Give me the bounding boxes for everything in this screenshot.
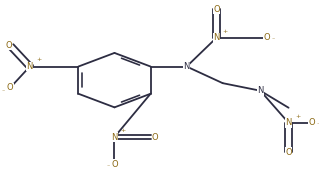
Text: +: + — [36, 57, 41, 62]
Text: O: O — [309, 118, 315, 127]
Text: ⁻: ⁻ — [317, 124, 319, 129]
Text: +: + — [223, 29, 228, 34]
Text: ⁻: ⁻ — [107, 166, 110, 171]
Text: O: O — [111, 160, 118, 169]
Text: O: O — [213, 5, 220, 14]
Text: N: N — [183, 62, 190, 71]
Text: ⁻: ⁻ — [271, 39, 275, 44]
Text: +: + — [295, 114, 300, 119]
Text: N: N — [111, 132, 118, 142]
Text: N: N — [286, 118, 292, 127]
Text: N: N — [213, 33, 219, 42]
Text: N: N — [257, 86, 263, 95]
Text: O: O — [285, 148, 292, 157]
Text: O: O — [5, 41, 12, 50]
Text: +: + — [121, 128, 126, 133]
Text: O: O — [7, 83, 13, 92]
Text: ⁻: ⁻ — [2, 90, 5, 95]
Text: O: O — [263, 33, 270, 42]
Text: O: O — [152, 132, 159, 142]
Text: N: N — [26, 62, 33, 71]
